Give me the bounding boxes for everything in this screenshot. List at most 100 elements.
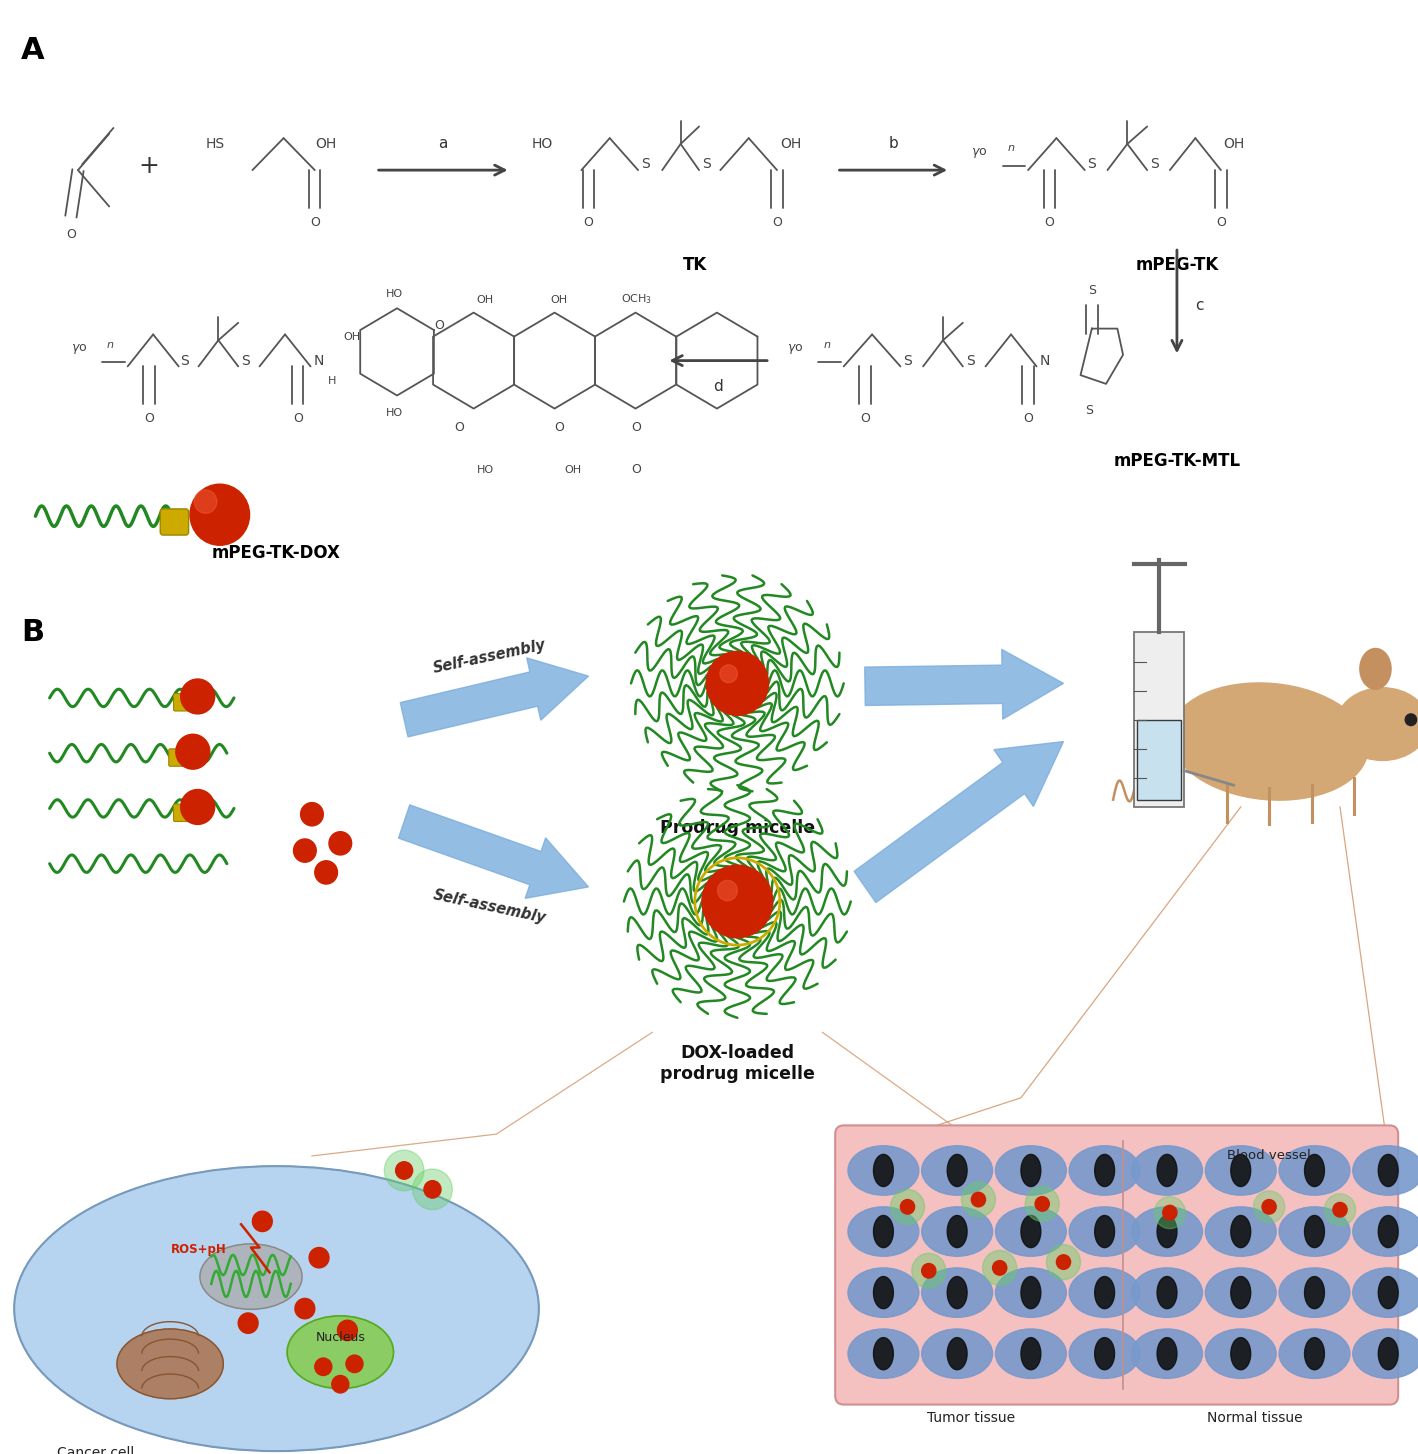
FancyBboxPatch shape (173, 804, 193, 822)
Ellipse shape (1279, 1329, 1350, 1378)
Circle shape (1254, 1191, 1285, 1223)
Ellipse shape (995, 1268, 1066, 1317)
Ellipse shape (1069, 1146, 1140, 1195)
Text: mPEG-TK-MTL: mPEG-TK-MTL (1113, 452, 1241, 470)
Ellipse shape (1095, 1216, 1115, 1248)
Text: S: S (1085, 404, 1093, 416)
Ellipse shape (1021, 1338, 1041, 1370)
Ellipse shape (1205, 1146, 1276, 1195)
Text: c: c (1195, 298, 1204, 313)
Ellipse shape (1378, 1154, 1398, 1186)
Text: S: S (1088, 284, 1096, 297)
Polygon shape (865, 650, 1064, 720)
Text: S: S (641, 157, 649, 172)
Text: +: + (139, 154, 159, 177)
Ellipse shape (922, 1329, 993, 1378)
Ellipse shape (1231, 1338, 1251, 1370)
Ellipse shape (1157, 1216, 1177, 1248)
Circle shape (396, 1162, 413, 1179)
Text: ROS+pH: ROS+pH (170, 1243, 227, 1256)
Text: TK: TK (682, 256, 708, 273)
Ellipse shape (200, 1243, 302, 1309)
Text: O: O (632, 422, 641, 433)
Text: OCH$_3$: OCH$_3$ (621, 292, 652, 307)
Text: O: O (1217, 217, 1225, 228)
Circle shape (1262, 1200, 1276, 1214)
Text: S: S (966, 353, 974, 368)
Text: A: A (21, 36, 45, 65)
Text: OH: OH (343, 333, 360, 342)
Ellipse shape (848, 1329, 919, 1378)
Ellipse shape (1378, 1216, 1398, 1248)
Ellipse shape (1353, 1146, 1418, 1195)
Circle shape (238, 1313, 258, 1333)
Ellipse shape (1095, 1277, 1115, 1309)
Text: Blood vessel: Blood vessel (1227, 1150, 1312, 1162)
Ellipse shape (947, 1338, 967, 1370)
Ellipse shape (1021, 1154, 1041, 1186)
Circle shape (900, 1200, 915, 1214)
Text: Self-assembly: Self-assembly (431, 637, 547, 676)
Circle shape (706, 651, 769, 715)
Ellipse shape (1132, 1268, 1202, 1317)
Text: O: O (1024, 413, 1032, 425)
Text: Self-assembly: Self-assembly (431, 887, 547, 926)
Circle shape (309, 1248, 329, 1268)
Circle shape (983, 1250, 1017, 1285)
Ellipse shape (14, 1166, 539, 1451)
Ellipse shape (873, 1338, 893, 1370)
Circle shape (993, 1261, 1007, 1275)
Text: Normal tissue: Normal tissue (1207, 1410, 1303, 1425)
Ellipse shape (1069, 1207, 1140, 1256)
Text: O: O (67, 228, 75, 240)
Polygon shape (400, 657, 588, 737)
Text: S: S (241, 353, 250, 368)
Ellipse shape (1353, 1207, 1418, 1256)
Ellipse shape (1360, 648, 1391, 689)
Ellipse shape (1132, 1207, 1202, 1256)
Ellipse shape (1205, 1207, 1276, 1256)
Ellipse shape (848, 1268, 919, 1317)
Ellipse shape (286, 1316, 394, 1389)
Ellipse shape (1353, 1329, 1418, 1378)
Circle shape (1163, 1205, 1177, 1220)
FancyBboxPatch shape (169, 749, 189, 766)
Ellipse shape (1157, 1338, 1177, 1370)
Ellipse shape (1231, 1277, 1251, 1309)
Text: n: n (1008, 144, 1014, 153)
Text: DOX-loaded
prodrug micelle: DOX-loaded prodrug micelle (659, 1044, 815, 1083)
Ellipse shape (1305, 1277, 1324, 1309)
Text: mPEG-TK: mPEG-TK (1136, 256, 1218, 273)
FancyBboxPatch shape (1134, 632, 1184, 807)
Circle shape (295, 1298, 315, 1319)
Circle shape (252, 1211, 272, 1232)
Ellipse shape (947, 1216, 967, 1248)
Ellipse shape (1132, 1146, 1202, 1195)
Circle shape (1056, 1255, 1071, 1269)
FancyBboxPatch shape (835, 1125, 1398, 1405)
Ellipse shape (1305, 1338, 1324, 1370)
Ellipse shape (1305, 1154, 1324, 1186)
Circle shape (1046, 1245, 1081, 1280)
Ellipse shape (1205, 1268, 1276, 1317)
Text: HO: HO (532, 137, 553, 151)
Ellipse shape (873, 1216, 893, 1248)
Polygon shape (854, 742, 1064, 903)
Text: n: n (824, 340, 830, 349)
Text: n: n (108, 340, 113, 349)
Text: O: O (554, 422, 563, 433)
Circle shape (720, 664, 737, 683)
Ellipse shape (1069, 1268, 1140, 1317)
Ellipse shape (947, 1277, 967, 1309)
Circle shape (961, 1182, 995, 1217)
Text: O: O (311, 217, 319, 228)
Circle shape (1154, 1197, 1185, 1229)
Ellipse shape (1279, 1146, 1350, 1195)
Text: N: N (1039, 353, 1049, 368)
Text: OH: OH (780, 137, 801, 151)
Ellipse shape (1205, 1329, 1276, 1378)
Text: S: S (702, 157, 710, 172)
Ellipse shape (1378, 1338, 1398, 1370)
Text: OH: OH (315, 137, 336, 151)
FancyBboxPatch shape (1137, 720, 1181, 800)
